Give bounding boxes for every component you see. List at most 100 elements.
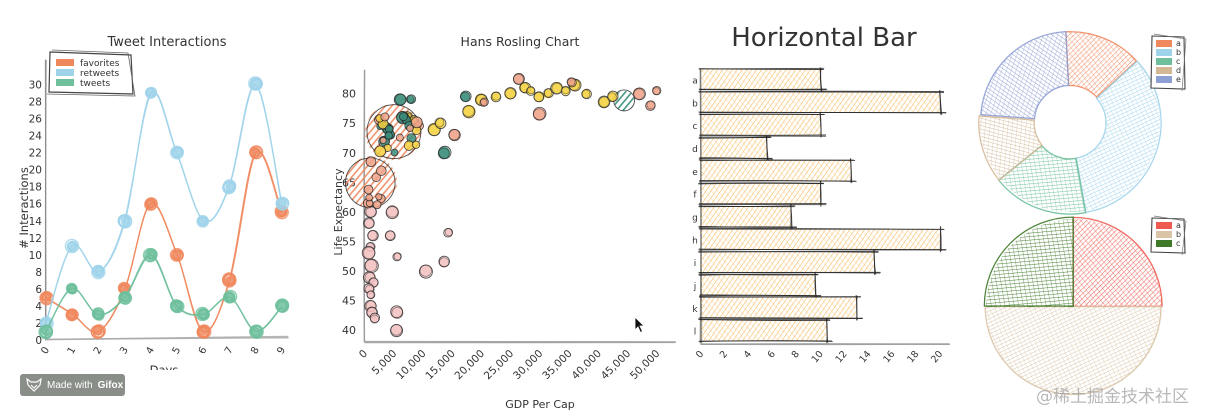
x-tick-label: 45,000 [599,348,633,382]
bubble [394,93,407,106]
legend-label-c: c [1176,239,1180,248]
bar-d: d [692,135,773,161]
bubble [438,256,449,268]
x-tick-label: 8 [790,349,802,361]
gifox-badge-prefix: Made with [47,379,93,391]
legend-swatch-a [1156,222,1172,229]
bar-category-label: b [692,99,698,109]
bubble [444,228,453,237]
x-tick-label: 15,000 [423,348,457,382]
horizontal-bar-chart: Horizontal Bar a b c d e f g h i j k l 0 2 4 6 8 10 12 14 16 1… [692,23,950,365]
bar-category-label: d [692,145,698,155]
slice-e[interactable] [980,30,1070,120]
legend-swatch-d [1156,67,1172,74]
bubble [362,246,376,260]
rosling-chart: Hans Rosling Chart40455055606570758005,0… [332,34,676,411]
legend-label-tweets: tweets [80,79,110,89]
legend-label-d: d [1176,66,1181,75]
rosling-y-axis-label: Life Expectancy [332,168,345,256]
bar-category-label: f [693,191,697,201]
bar-l: l [694,317,833,344]
slice-d[interactable] [978,115,1044,182]
bar-category-label: k [692,305,698,315]
bar-category-label: j [693,282,697,292]
x-tick-label: 3 [118,345,131,356]
bubble [438,146,451,159]
bar-h: h [692,226,947,253]
donut-chart [978,30,1162,215]
hbar-x-ticks: 0 2 4 6 8 10 12 14 16 18 20 [694,349,945,365]
rosling-chart-title: Hans Rosling Chart [461,34,580,49]
gifox-badge[interactable]: Made with Gifox [20,374,125,396]
slice-a[interactable] [1072,216,1163,308]
bubble [513,73,525,85]
bubble [419,264,432,278]
y-tick-label: 70 [342,147,356,160]
x-tick-label: 30,000 [511,348,545,382]
y-tick-label: 18 [29,182,42,194]
y-tick-label: 22 [29,148,42,160]
series-tweets [38,247,290,340]
slice-c[interactable] [983,216,1074,307]
bubble [384,230,395,241]
bar-i: i [694,249,881,276]
x-tick-label: 12 [833,349,849,365]
bar-category-label: i [694,259,697,269]
x-tick-label: 5 [171,345,184,356]
bar-j: j [693,272,822,298]
bar-g: g [692,203,797,230]
x-tick-label: 6 [197,345,210,356]
line-chart-title: Tweet Interactions [107,35,227,50]
x-tick-label: 50,000 [628,348,662,382]
slice-b[interactable] [1075,60,1162,214]
rosling-x-axis-label: GDP Per Cap [505,398,575,411]
y-tick-label: 28 [29,97,42,109]
bubble [390,324,403,337]
bubble [448,129,461,141]
bubble [369,313,380,323]
y-tick-label: 50 [342,265,356,278]
bubble [504,87,517,100]
y-tick-label: 26 [29,114,43,126]
y-tick-label: 30 [29,80,42,92]
bar-category-label: h [692,236,698,246]
bubble [581,88,591,99]
slice-b[interactable] [984,306,1162,396]
bar-k: k [692,295,863,321]
bar-category-label: c [693,122,698,132]
legend-swatch-e [1156,76,1172,83]
bubble [533,108,546,121]
bubble [390,306,403,319]
x-tick-label: 20 [929,349,945,365]
series-favorites [39,145,289,340]
x-tick-label: 2 [718,349,730,361]
x-tick-label: 7 [223,345,236,356]
bubble [551,82,563,94]
bubble [365,206,377,218]
bar-category-label: a [692,76,698,86]
legend-label-favorites: favorites [80,59,120,69]
y-tick-label: 14 [29,216,43,228]
y-tick-label: 12 [29,233,42,245]
y-tick-label: 80 [342,88,356,101]
y-tick-label: 8 [35,267,42,279]
slice-a[interactable] [1065,31,1138,99]
y-tick-label: 40 [342,324,356,337]
x-tick-label: 2 [92,345,105,356]
bubble [386,205,400,219]
pie-chart-legend: abc [1150,215,1187,256]
y-tick-label: 20 [29,165,42,177]
y-tick-label: 45 [342,295,356,308]
y-tick-label: 0 [35,335,42,347]
y-tick-label: 24 [29,131,43,143]
y-tick-label: 4 [35,301,42,313]
legend-label-b: b [1176,230,1181,239]
bar-category-label: e [692,168,698,178]
bar-category-label: l [694,328,697,338]
bubble [367,230,379,241]
x-tick-label: 40,000 [569,348,603,382]
x-tick-label: 10,000 [394,348,428,382]
